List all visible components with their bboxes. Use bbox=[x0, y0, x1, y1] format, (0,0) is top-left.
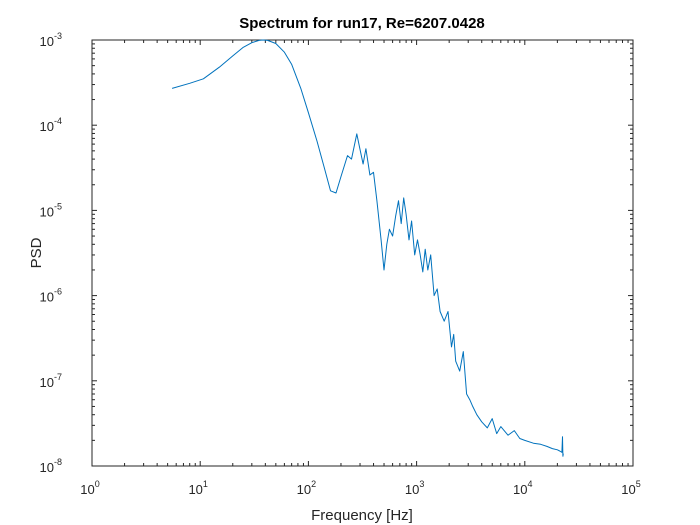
x-tick-label: 100 bbox=[80, 479, 99, 497]
x-axis-label: Frequency [Hz] bbox=[311, 507, 413, 524]
y-tick-label: 10-5 bbox=[40, 201, 62, 219]
psd-series-line bbox=[171, 39, 564, 457]
series-group bbox=[171, 39, 564, 457]
axis-ticks: 100 101 102 103 104 105 10-8 10-7 10-6 10-5 10-4 10… bbox=[40, 31, 641, 497]
x-tick-label: 102 bbox=[297, 479, 316, 497]
x-tick-label: 105 bbox=[621, 479, 640, 497]
x-tick-label: 103 bbox=[405, 479, 424, 497]
y-tick-label: 10-8 bbox=[40, 457, 62, 475]
y-tick-label: 10-7 bbox=[40, 372, 62, 390]
x-tick-label: 101 bbox=[188, 479, 207, 497]
chart-title: Spectrum for run17, Re=6207.0428 bbox=[239, 15, 485, 32]
plot-area bbox=[91, 39, 634, 467]
y-axis-label: PSD bbox=[28, 237, 45, 268]
y-tick-label: 10-6 bbox=[40, 287, 62, 305]
y-tick-label: 10-3 bbox=[40, 31, 62, 49]
y-tick-label: 10-4 bbox=[40, 116, 62, 134]
x-tick-label: 104 bbox=[513, 479, 532, 497]
